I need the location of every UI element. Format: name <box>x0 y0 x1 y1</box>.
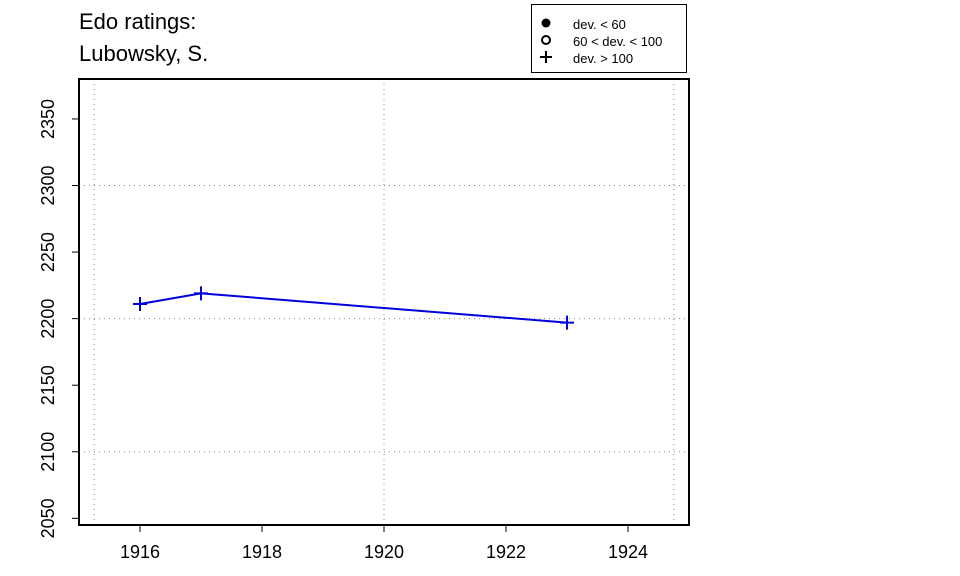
y-tick-label: 2100 <box>38 432 58 472</box>
legend: dev. < 60 60 < dev. < 100 dev. > 100 <box>531 4 687 73</box>
axes: 1916 1918 1920 1922 1924 2050 2100 2150 2200 2250… <box>38 78 690 562</box>
legend-label: dev. < 60 <box>573 17 626 32</box>
legend-label: 60 < dev. < 100 <box>573 34 663 49</box>
legend-item-plus: dev. > 100 <box>532 50 686 68</box>
legend-label: dev. > 100 <box>573 51 634 66</box>
grid-lines <box>79 79 689 525</box>
y-tick-label: 2350 <box>38 99 58 139</box>
plus-icon <box>540 51 552 63</box>
data-series <box>133 286 574 330</box>
x-tick-label: 1924 <box>608 542 648 562</box>
x-tick-label: 1920 <box>364 542 404 562</box>
y-tick-label: 2250 <box>38 232 58 272</box>
open-circle-icon <box>541 35 551 45</box>
x-tick-label: 1918 <box>242 542 282 562</box>
chart-title-line2: Lubowsky, S. <box>79 41 209 66</box>
plot-frame <box>78 78 690 526</box>
data-point <box>194 286 208 301</box>
y-tick-label: 2300 <box>38 165 58 205</box>
y-tick-label: 2200 <box>38 299 58 339</box>
data-point <box>560 315 574 330</box>
x-tick-label: 1922 <box>486 542 526 562</box>
y-tick-label: 2050 <box>38 498 58 538</box>
legend-item-open: 60 < dev. < 100 <box>532 33 686 51</box>
x-tick-label: 1916 <box>120 542 160 562</box>
filled-circle-icon <box>541 18 551 28</box>
chart-title-line1: Edo ratings: <box>79 9 197 34</box>
legend-item-filled: dev. < 60 <box>532 16 686 34</box>
y-tick-label: 2150 <box>38 365 58 405</box>
data-point <box>133 296 147 311</box>
